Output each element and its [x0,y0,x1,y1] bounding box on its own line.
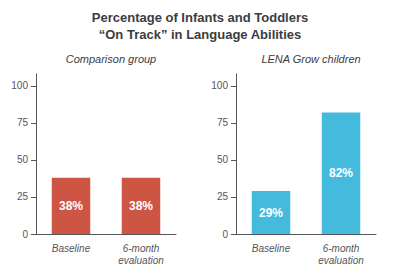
svg-text:25: 25 [17,191,29,202]
svg-text:100: 100 [11,80,28,91]
svg-text:Percentage of Infants and Todd: Percentage of Infants and Toddlers [92,10,308,25]
svg-text:75: 75 [217,117,229,128]
svg-text:LENA Grow children: LENA Grow children [261,53,360,65]
svg-text:evaluation: evaluation [318,255,364,266]
svg-text:Baseline: Baseline [252,243,291,254]
svg-text:82%: 82% [329,166,353,180]
svg-text:Baseline: Baseline [52,243,91,254]
svg-text:“On Track” in Language Abiliti: “On Track” in Language Abilities [99,27,302,42]
svg-text:50: 50 [217,154,229,165]
svg-text:Comparison group: Comparison group [66,53,157,65]
svg-text:6-month: 6-month [323,243,360,254]
svg-text:0: 0 [22,229,28,240]
svg-text:38%: 38% [129,199,153,213]
svg-text:75: 75 [17,117,29,128]
svg-text:6-month: 6-month [123,243,160,254]
svg-text:evaluation: evaluation [118,255,164,266]
svg-text:100: 100 [211,80,228,91]
svg-text:50: 50 [17,154,29,165]
svg-text:38%: 38% [59,199,83,213]
svg-text:25: 25 [217,191,229,202]
svg-text:0: 0 [222,229,228,240]
svg-text:29%: 29% [259,206,283,220]
